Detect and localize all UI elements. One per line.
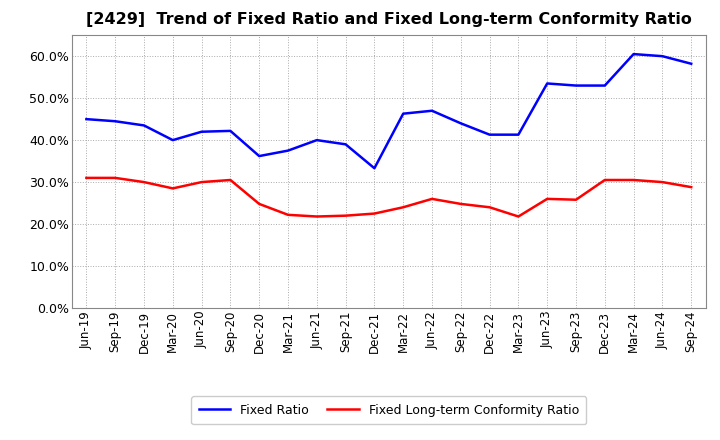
Fixed Ratio	[600, 83, 609, 88]
Fixed Ratio	[168, 137, 177, 143]
Fixed Ratio	[629, 51, 638, 57]
Fixed Long-term Conformity Ratio	[312, 214, 321, 219]
Fixed Ratio	[82, 117, 91, 122]
Title: [2429]  Trend of Fixed Ratio and Fixed Long-term Conformity Ratio: [2429] Trend of Fixed Ratio and Fixed Lo…	[86, 12, 692, 27]
Fixed Long-term Conformity Ratio	[341, 213, 350, 218]
Fixed Ratio	[456, 121, 465, 126]
Fixed Ratio	[312, 137, 321, 143]
Fixed Long-term Conformity Ratio	[82, 175, 91, 180]
Line: Fixed Ratio: Fixed Ratio	[86, 54, 691, 168]
Fixed Ratio	[485, 132, 494, 137]
Line: Fixed Long-term Conformity Ratio: Fixed Long-term Conformity Ratio	[86, 178, 691, 216]
Fixed Ratio	[428, 108, 436, 114]
Fixed Long-term Conformity Ratio	[399, 205, 408, 210]
Fixed Ratio	[255, 154, 264, 159]
Fixed Long-term Conformity Ratio	[197, 180, 206, 185]
Fixed Long-term Conformity Ratio	[255, 201, 264, 206]
Fixed Ratio	[514, 132, 523, 137]
Fixed Long-term Conformity Ratio	[226, 177, 235, 183]
Fixed Long-term Conformity Ratio	[600, 177, 609, 183]
Fixed Long-term Conformity Ratio	[514, 214, 523, 219]
Fixed Long-term Conformity Ratio	[140, 180, 148, 185]
Fixed Long-term Conformity Ratio	[658, 180, 667, 185]
Fixed Long-term Conformity Ratio	[543, 196, 552, 202]
Fixed Ratio	[140, 123, 148, 128]
Fixed Ratio	[111, 119, 120, 124]
Fixed Ratio	[197, 129, 206, 134]
Fixed Long-term Conformity Ratio	[370, 211, 379, 216]
Fixed Ratio	[658, 54, 667, 59]
Fixed Ratio	[370, 165, 379, 171]
Fixed Ratio	[284, 148, 292, 153]
Fixed Long-term Conformity Ratio	[284, 212, 292, 217]
Fixed Ratio	[687, 61, 696, 66]
Fixed Ratio	[572, 83, 580, 88]
Fixed Long-term Conformity Ratio	[629, 177, 638, 183]
Legend: Fixed Ratio, Fixed Long-term Conformity Ratio: Fixed Ratio, Fixed Long-term Conformity …	[192, 396, 586, 424]
Fixed Long-term Conformity Ratio	[687, 184, 696, 190]
Fixed Long-term Conformity Ratio	[572, 197, 580, 202]
Fixed Long-term Conformity Ratio	[428, 196, 436, 202]
Fixed Ratio	[399, 111, 408, 116]
Fixed Long-term Conformity Ratio	[168, 186, 177, 191]
Fixed Long-term Conformity Ratio	[456, 201, 465, 206]
Fixed Ratio	[543, 81, 552, 86]
Fixed Long-term Conformity Ratio	[485, 205, 494, 210]
Fixed Long-term Conformity Ratio	[111, 175, 120, 180]
Fixed Ratio	[341, 142, 350, 147]
Fixed Ratio	[226, 128, 235, 133]
